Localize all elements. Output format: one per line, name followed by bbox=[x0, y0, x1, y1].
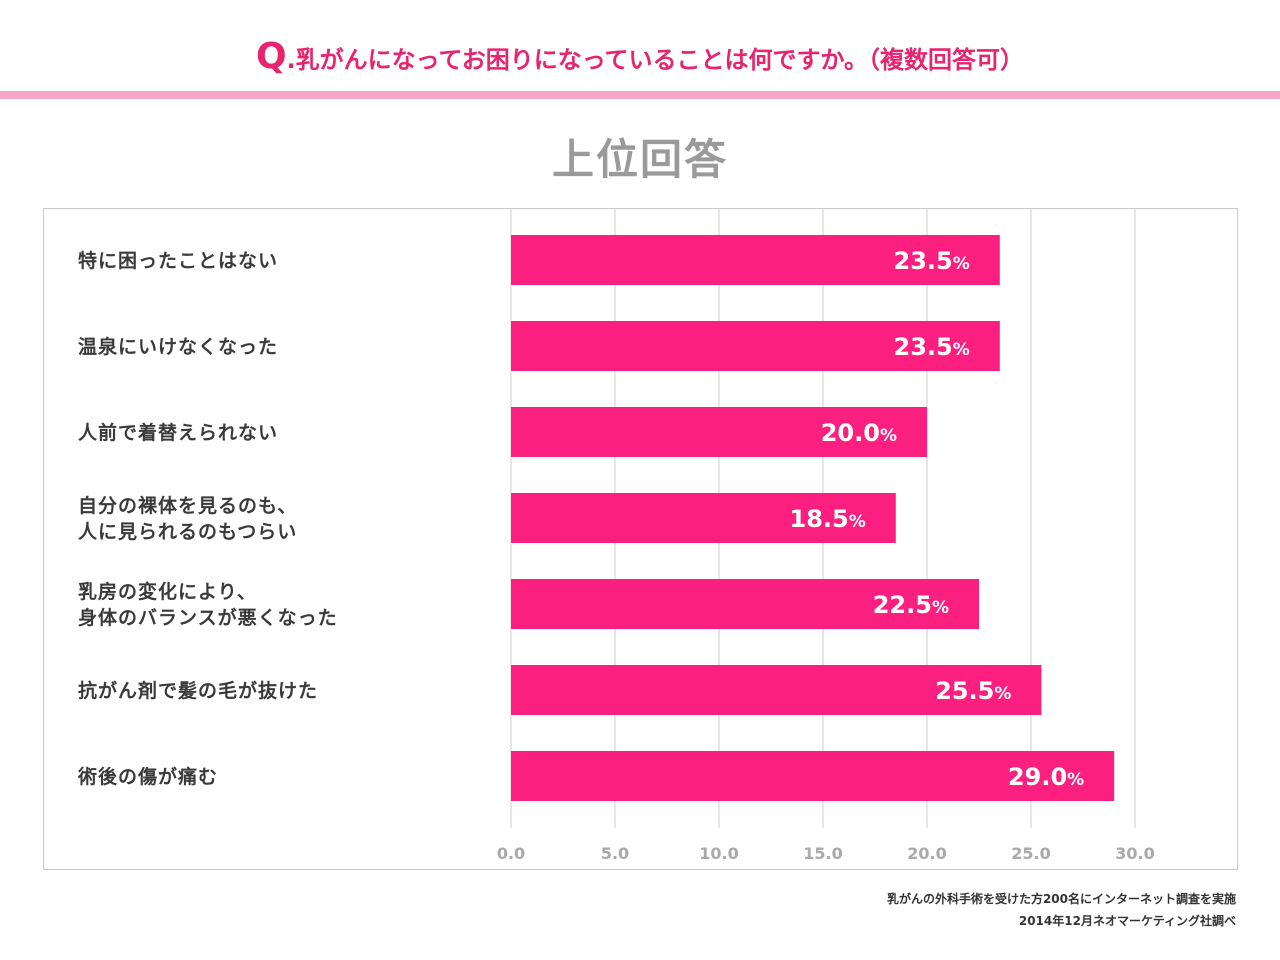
data-label-unit: % bbox=[1067, 770, 1084, 790]
x-tick-label: 10.0 bbox=[699, 844, 738, 863]
category-label: 乳房の変化により、 bbox=[78, 580, 257, 603]
data-label-unit: % bbox=[953, 340, 970, 360]
data-label: 18.5% bbox=[790, 505, 866, 533]
data-label: 20.0% bbox=[821, 419, 897, 447]
header: Q.乳がんになってお困りになっていることは何ですか。（複数回答可） bbox=[0, 0, 1280, 92]
data-label-unit: % bbox=[880, 426, 897, 446]
chart-subtitle: 上位回答 bbox=[551, 135, 728, 184]
data-label: 23.5% bbox=[894, 247, 970, 275]
data-label-value: 25.5 bbox=[935, 677, 994, 705]
data-label-unit: % bbox=[953, 254, 970, 274]
header-rule bbox=[0, 91, 1280, 99]
data-label-value: 29.0 bbox=[1008, 763, 1067, 791]
data-label-unit: % bbox=[932, 598, 949, 618]
bar bbox=[511, 579, 979, 629]
data-label-value: 18.5 bbox=[790, 505, 849, 533]
category-label: 身体のバランスが悪くなった bbox=[78, 606, 338, 629]
category-label: 人前で着替えられない bbox=[78, 421, 278, 444]
footnote-line-1: 乳がんの外科手術を受けた方200名にインターネット調査を実施 bbox=[886, 892, 1236, 906]
x-tick-label: 0.0 bbox=[497, 844, 525, 863]
data-label-unit: % bbox=[994, 684, 1011, 704]
x-tick-label: 5.0 bbox=[601, 844, 629, 863]
data-label: 25.5% bbox=[935, 677, 1011, 705]
data-label-value: 20.0 bbox=[821, 419, 880, 447]
category-label: 温泉にいけなくなった bbox=[78, 335, 278, 358]
bar bbox=[511, 493, 896, 543]
bar bbox=[511, 751, 1115, 801]
bar bbox=[511, 321, 1000, 371]
x-tick-label: 20.0 bbox=[907, 844, 946, 863]
category-label: 人に見られるのもつらい bbox=[78, 521, 297, 543]
bar bbox=[511, 407, 927, 457]
data-label: 29.0% bbox=[1008, 763, 1084, 791]
data-label: 23.5% bbox=[894, 333, 970, 361]
data-label: 22.5% bbox=[873, 591, 949, 619]
data-label-value: 23.5 bbox=[894, 247, 953, 275]
category-label: 抗がん剤で髪の毛が抜けた bbox=[78, 679, 318, 702]
question-text: .乳がんになってお困りになっていることは何ですか。（複数回答可） bbox=[286, 46, 1025, 74]
bar bbox=[511, 235, 1000, 285]
data-label-value: 23.5 bbox=[894, 333, 953, 361]
x-tick-label: 25.0 bbox=[1011, 844, 1050, 863]
question-title: Q.乳がんになってお困りになっていることは何ですか。（複数回答可） bbox=[0, 36, 1280, 77]
data-label-unit: % bbox=[849, 512, 866, 532]
question-prefix: Q bbox=[255, 36, 287, 77]
chart-frame bbox=[43, 208, 1238, 870]
data-label-value: 22.5 bbox=[873, 591, 932, 619]
footnote-line-2: 2014年12月ネオマーケティング社調べ bbox=[1018, 914, 1236, 928]
category-label: 自分の裸体を見るのも、 bbox=[78, 494, 297, 517]
category-label: 特に困ったことはない bbox=[78, 250, 278, 272]
bar bbox=[511, 665, 1042, 715]
x-tick-label: 15.0 bbox=[803, 844, 842, 863]
footnote: 乳がんの外科手術を受けた方200名にインターネット調査を実施 2014年12月ネ… bbox=[887, 888, 1236, 932]
category-label: 術後の傷が痛む bbox=[77, 765, 218, 788]
x-tick-label: 30.0 bbox=[1115, 844, 1154, 863]
